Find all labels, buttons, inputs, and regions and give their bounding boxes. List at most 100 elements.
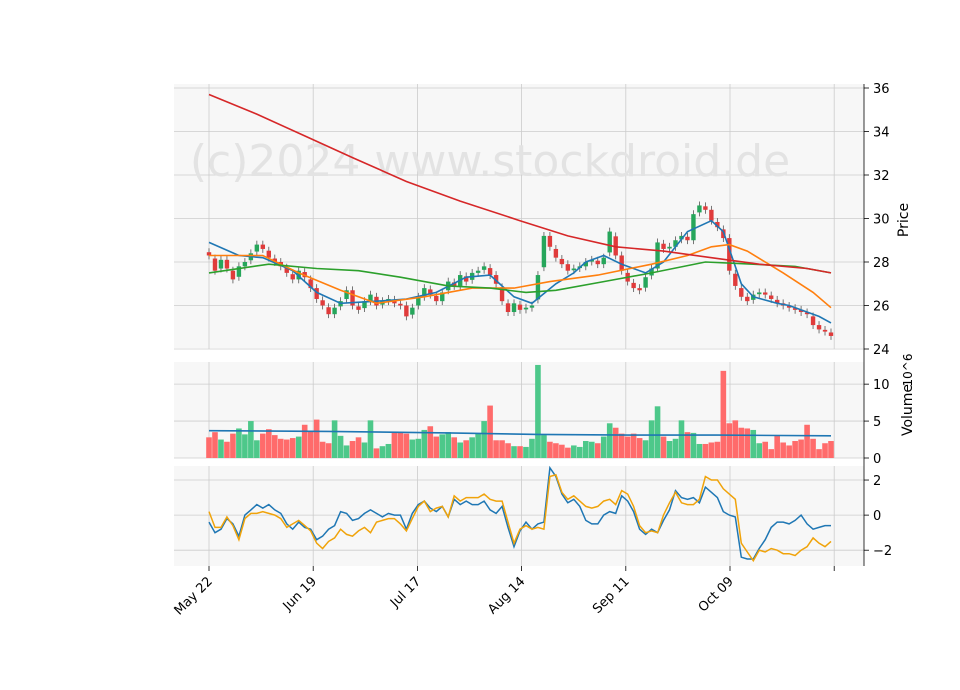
volume-bar	[319, 441, 326, 458]
candle	[230, 270, 236, 280]
oscillator-tick-label: −2	[873, 544, 892, 559]
volume-bar	[756, 443, 763, 458]
volume-bar	[295, 436, 302, 458]
candle	[475, 270, 481, 273]
candle	[224, 259, 230, 269]
volume-bar	[618, 433, 625, 458]
volume-bar	[463, 440, 469, 458]
candle	[404, 305, 409, 317]
volume-bar	[588, 441, 595, 458]
candle	[481, 266, 487, 270]
volume-bar	[355, 437, 362, 458]
volume-bar	[804, 424, 810, 458]
candle	[649, 268, 654, 276]
volume-bar	[271, 435, 278, 458]
volume-bar	[630, 433, 637, 458]
candle	[631, 282, 636, 289]
candle	[679, 235, 684, 240]
candle	[786, 305, 792, 308]
candle	[757, 292, 762, 295]
volume-bar	[415, 438, 422, 458]
watermark: (c)2024 www.stockdroid.de	[190, 136, 790, 187]
volume-bar	[421, 429, 428, 458]
volume-tick-label: 0	[873, 452, 881, 467]
volume-bar	[266, 429, 272, 458]
candle	[428, 289, 433, 295]
candle	[290, 274, 295, 280]
volume-scale-label: 10^6	[901, 354, 915, 387]
volume-bar	[822, 443, 828, 458]
volume-bar	[750, 429, 757, 458]
volume-bar	[648, 420, 655, 458]
x-tick-label: Jun 19	[280, 574, 320, 614]
candle	[511, 303, 517, 313]
candle	[739, 288, 744, 297]
candle	[559, 258, 565, 265]
candle	[798, 309, 804, 313]
candle	[828, 332, 834, 336]
candle	[344, 290, 349, 299]
candle	[236, 266, 242, 277]
candle	[613, 236, 618, 256]
candle	[463, 276, 469, 282]
volume-bar	[248, 421, 254, 458]
candle	[320, 300, 325, 306]
volume-axis-label: Volume	[900, 384, 916, 436]
candle	[774, 299, 780, 304]
volume-bar	[696, 443, 703, 458]
volume-bar	[654, 406, 661, 458]
volume-bar	[254, 440, 260, 458]
candle	[535, 275, 541, 300]
volume-bar	[553, 443, 559, 458]
candle	[314, 288, 319, 299]
volume-bar	[307, 431, 314, 458]
candle	[589, 259, 594, 262]
volume-bar	[774, 435, 780, 458]
candle	[517, 304, 523, 310]
volume-bar	[433, 436, 440, 458]
volume-bar	[744, 428, 751, 458]
volume-bar	[242, 434, 248, 458]
moving-average-line	[208, 261, 832, 294]
oscillator-tick-label: 0	[873, 509, 881, 524]
oscillator-tick-label: 2	[873, 474, 881, 489]
candle	[254, 244, 260, 252]
volume-bar	[559, 444, 565, 458]
volume-bar	[529, 438, 535, 458]
candle	[792, 308, 798, 310]
candle	[822, 329, 828, 332]
volume-bar	[810, 438, 816, 458]
candle	[487, 268, 493, 276]
volume-bar	[511, 446, 517, 458]
volume-bar	[547, 441, 553, 458]
volume-bar	[624, 436, 631, 458]
price-tick-label: 26	[873, 300, 890, 315]
candle	[547, 235, 553, 247]
candle	[703, 206, 708, 210]
candle	[350, 290, 355, 306]
volume-bar	[565, 447, 571, 458]
volume-bar	[768, 449, 774, 458]
volume-bar	[690, 432, 697, 458]
volume-bar	[535, 364, 541, 458]
price-panel	[206, 93, 834, 340]
price-tick-label: 32	[873, 169, 890, 184]
candle	[523, 307, 529, 310]
candle	[272, 258, 277, 262]
volume-bar	[218, 439, 224, 458]
candle	[661, 243, 666, 249]
candle	[284, 267, 289, 273]
candle	[553, 248, 559, 258]
volume-bar	[260, 433, 266, 458]
volume-bar	[505, 443, 511, 458]
candle	[242, 262, 248, 267]
candle	[296, 270, 301, 280]
volume-bar	[313, 419, 320, 458]
price-tick-label: 36	[873, 82, 890, 97]
volume-bar	[708, 442, 715, 458]
volume-bar	[828, 441, 834, 458]
x-tick-label: Sep 11	[590, 574, 633, 617]
volume-bar	[612, 427, 619, 458]
candle	[595, 260, 600, 265]
volume-bar	[409, 439, 416, 458]
